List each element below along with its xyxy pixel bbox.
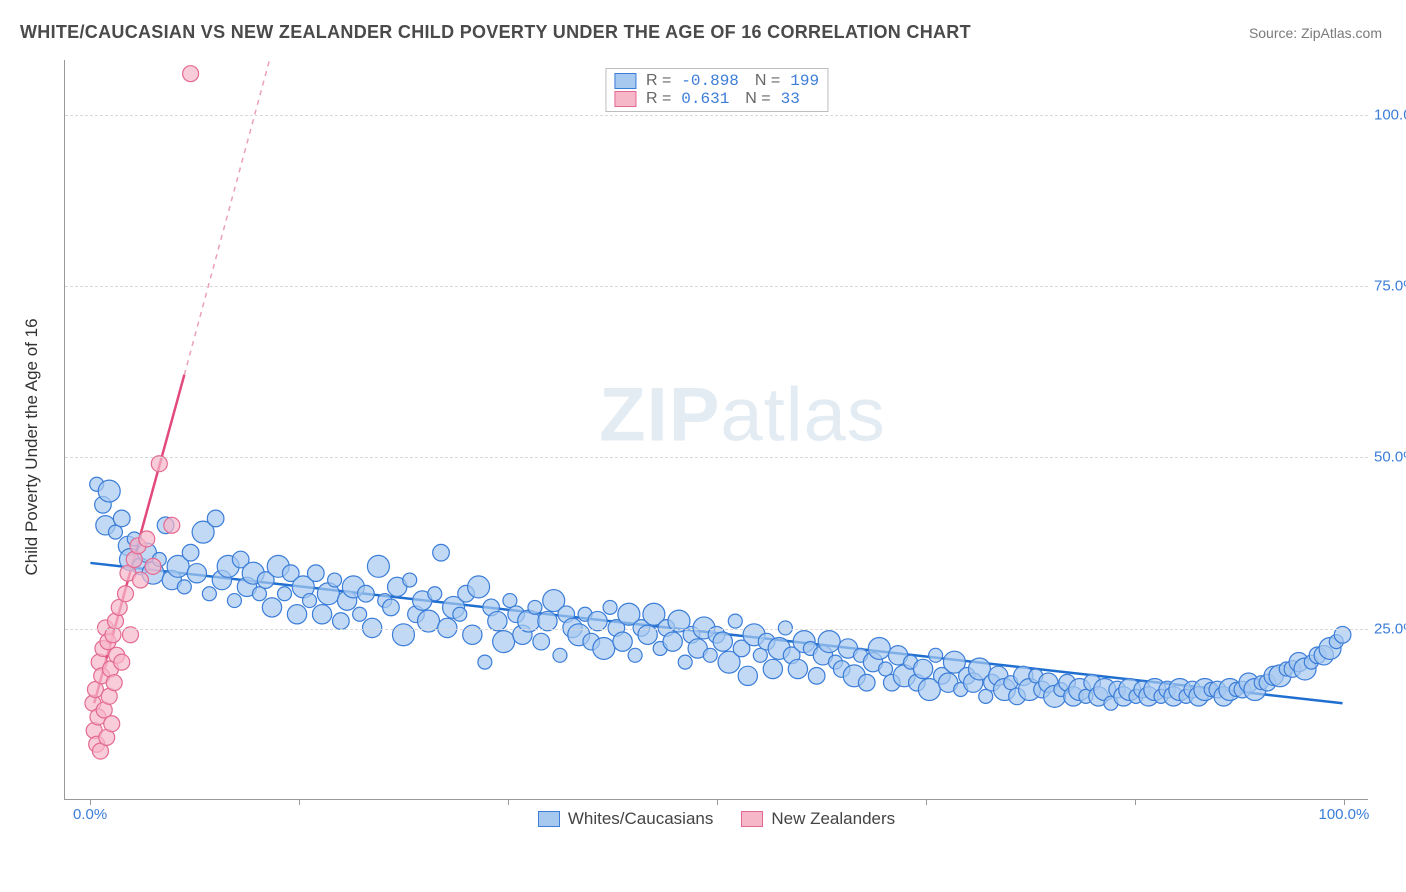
data-point (788, 659, 807, 678)
data-point (383, 599, 400, 616)
data-point (307, 565, 324, 582)
data-point (528, 600, 542, 614)
data-point (183, 66, 199, 82)
data-point (533, 633, 550, 650)
gridline (65, 115, 1368, 116)
data-point (98, 480, 120, 502)
x-tick (90, 799, 91, 805)
data-point (106, 675, 122, 691)
data-point (728, 614, 742, 628)
swatch-pink (741, 811, 763, 827)
data-point (428, 587, 442, 601)
data-point (287, 605, 306, 624)
data-point (262, 598, 281, 617)
data-point (868, 637, 890, 659)
data-point (818, 631, 840, 653)
x-tick (299, 799, 300, 805)
x-tick (1135, 799, 1136, 805)
legend-label: New Zealanders (771, 809, 895, 829)
data-point (593, 637, 615, 659)
chart-container: Child Poverty Under the Age of 16 ZIPatl… (20, 54, 1386, 840)
data-point (763, 659, 782, 678)
data-point (333, 613, 350, 630)
data-point (367, 555, 389, 577)
data-point (145, 558, 161, 574)
source-attribution: Source: ZipAtlas.com (1249, 25, 1382, 41)
data-point (628, 648, 642, 662)
data-point (177, 580, 191, 594)
data-point (713, 632, 732, 651)
data-point (139, 531, 155, 547)
y-tick-label: 25.0% (1374, 620, 1406, 637)
data-point (328, 573, 342, 587)
gridline (65, 457, 1368, 458)
legend-item-blue: Whites/Caucasians (538, 809, 714, 829)
series-legend: Whites/Caucasians New Zealanders (65, 809, 1368, 829)
gridline (65, 629, 1368, 630)
data-point (114, 654, 130, 670)
x-tick (717, 799, 718, 805)
header-row: WHITE/CAUCASIAN VS NEW ZEALANDER CHILD P… (20, 22, 1382, 43)
data-point (929, 648, 943, 662)
y-tick-label: 100.0% (1374, 106, 1406, 123)
data-point (478, 655, 492, 669)
data-point (738, 666, 757, 685)
legend-item-pink: New Zealanders (741, 809, 895, 829)
data-point (164, 517, 180, 533)
data-point (808, 668, 825, 685)
legend-label: Whites/Caucasians (568, 809, 714, 829)
data-point (133, 572, 149, 588)
y-tick-label: 50.0% (1374, 449, 1406, 466)
data-point (113, 510, 130, 527)
x-tick (1344, 799, 1345, 805)
swatch-blue (538, 811, 560, 827)
data-point (403, 573, 417, 587)
data-point (303, 594, 317, 608)
x-tick-label: 0.0% (73, 806, 107, 823)
data-point (104, 716, 120, 732)
data-point (493, 631, 515, 653)
x-tick (926, 799, 927, 805)
data-point (392, 624, 414, 646)
scatter-svg (65, 60, 1368, 799)
data-point (358, 585, 375, 602)
data-point (433, 544, 450, 561)
data-point (312, 605, 331, 624)
data-point (353, 607, 367, 621)
data-point (227, 594, 241, 608)
y-axis-label: Child Poverty Under the Age of 16 (22, 318, 42, 575)
y-tick-label: 75.0% (1374, 278, 1406, 295)
plot-area: ZIPatlas R = -0.898 N = 199 R = 0.631 N … (64, 60, 1368, 800)
data-point (678, 655, 692, 669)
data-point (603, 600, 617, 614)
chart-title: WHITE/CAUCASIAN VS NEW ZEALANDER CHILD P… (20, 22, 971, 43)
data-point (453, 607, 467, 621)
data-point (278, 587, 292, 601)
data-point (858, 674, 875, 691)
data-point (117, 586, 133, 602)
data-point (202, 587, 216, 601)
data-point (553, 648, 567, 662)
data-point (663, 632, 682, 651)
x-tick (508, 799, 509, 805)
data-point (187, 564, 206, 583)
gridline (65, 286, 1368, 287)
data-point (207, 510, 224, 527)
data-point (182, 544, 199, 561)
x-tick-label: 100.0% (1318, 806, 1369, 823)
data-point (468, 576, 490, 598)
data-point (703, 648, 717, 662)
data-point (613, 632, 632, 651)
data-point (913, 659, 932, 678)
